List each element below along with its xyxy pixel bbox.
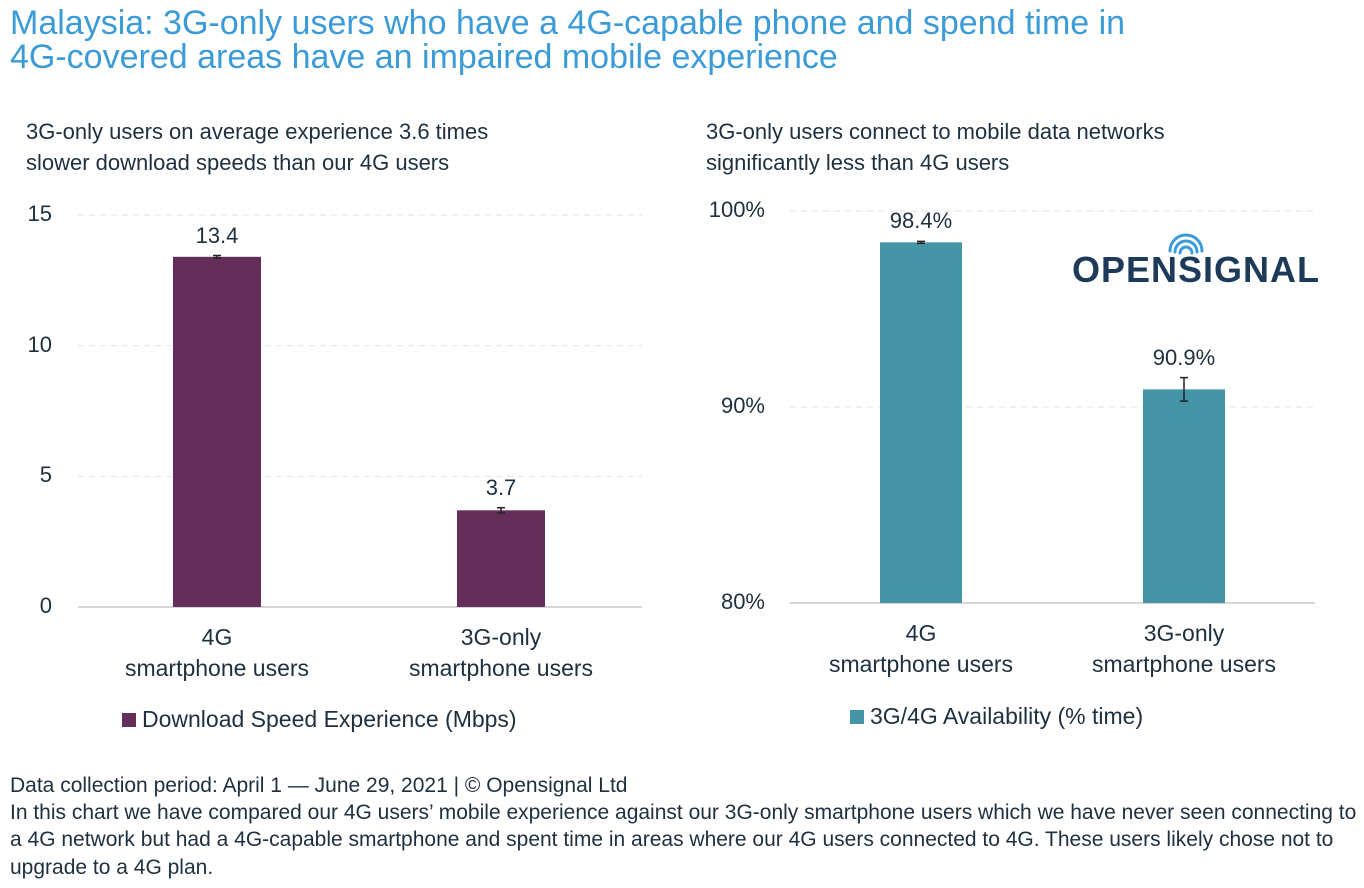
- y-tick-label: 5: [39, 462, 52, 488]
- bar: [880, 242, 962, 604]
- bar: [457, 510, 545, 607]
- x-tick-label: 4G smartphone users: [828, 620, 1014, 678]
- logo: OPENSIGNAL: [1072, 249, 1321, 290]
- y-tick-label: 15: [27, 201, 52, 226]
- bar: [173, 256, 261, 607]
- x-tick-label: 4G smartphone users: [124, 624, 310, 682]
- chart-subtitle: 3G-only users connect to mobile data net…: [706, 119, 1165, 175]
- chart-subtitle: 3G-only users on average experience 3.6 …: [26, 119, 489, 175]
- legend-swatch: [850, 710, 864, 724]
- y-tick-label: 80%: [720, 589, 765, 614]
- data-label: 98.4%: [889, 208, 953, 234]
- error-bar: [917, 240, 925, 245]
- footer-note: In this chart we have compared our 4G us…: [10, 801, 1357, 879]
- error-bar: [497, 506, 505, 514]
- data-label: 90.9%: [1152, 344, 1216, 370]
- y-tick-label: 0: [39, 593, 52, 618]
- title: Malaysia: 3G-only users who have a 4G-ca…: [10, 4, 1126, 76]
- logo-signal-icon: [1168, 233, 1204, 255]
- x-tick-label: 3G-only smartphone users: [1091, 620, 1277, 678]
- bar: [1143, 389, 1225, 603]
- y-tick-label: 100%: [708, 197, 765, 222]
- error-bar: [1180, 376, 1188, 402]
- x-tick-label: 3G-only smartphone users: [408, 624, 594, 682]
- data-label: 3.7: [485, 474, 517, 500]
- legend-label: Download Speed Experience (Mbps): [142, 706, 517, 732]
- legend-label: 3G/4G Availability (% time): [870, 703, 1144, 729]
- error-bar: [213, 254, 221, 259]
- footer-period: Data collection period: April 1 — June 2…: [10, 774, 628, 797]
- data-label: 13.4: [195, 222, 239, 248]
- y-tick-label: 10: [27, 331, 52, 357]
- y-tick-label: 90%: [720, 393, 765, 418]
- legend-swatch: [122, 713, 136, 727]
